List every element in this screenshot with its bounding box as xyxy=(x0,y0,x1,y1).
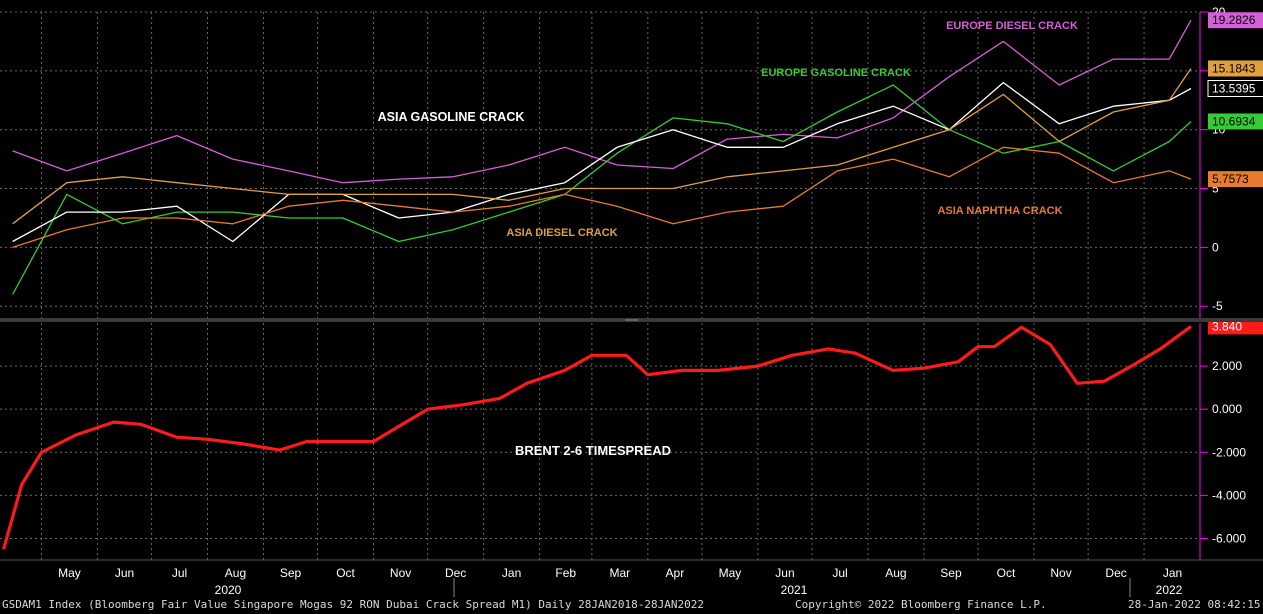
footer-bar: GSDAM1 Index (Bloomberg Fair Value Singa… xyxy=(0,597,1263,614)
annotation-label: ASIA NAPHTHA CRACK xyxy=(937,205,1062,217)
last-value-label: 5.7573 xyxy=(1212,172,1249,186)
last-value-box xyxy=(1208,60,1263,77)
x-month-label: Jul xyxy=(832,566,847,580)
x-month-label: Nov xyxy=(1050,566,1071,580)
x-month-label: Aug xyxy=(225,566,246,580)
x-month-label: Oct xyxy=(997,566,1016,580)
x-month-label: Jun xyxy=(775,566,794,580)
series-line-europe-gasoline-crack xyxy=(12,84,1192,295)
series-line-asia-diesel-crack xyxy=(12,68,1192,225)
x-month-label: Jun xyxy=(115,566,134,580)
y-tick-label: -2.000 xyxy=(1212,445,1246,459)
last-value-label: 13.5395 xyxy=(1212,82,1256,96)
x-month-label: Feb xyxy=(555,566,576,580)
x-year-label: 2022 xyxy=(1156,583,1183,597)
x-month-label: Sep xyxy=(280,566,302,580)
last-value-box xyxy=(1207,80,1263,97)
series-line-europe-diesel-crack xyxy=(12,19,1192,184)
last-value-label: 3.840 xyxy=(1212,319,1242,333)
series-line-brent-2-6-timespread xyxy=(2,325,1192,550)
y-tick-label: 5 xyxy=(1212,182,1219,196)
series-line-asia-gasoline-crack xyxy=(12,81,1192,243)
copyright-text: Copyright© 2022 Bloomberg Finance L.P. xyxy=(795,598,1047,611)
x-month-label: Mar xyxy=(610,566,631,580)
x-month-label: Jan xyxy=(1163,566,1182,580)
last-value-box xyxy=(1208,318,1263,335)
security-description: GSDAM1 Index (Bloomberg Fair Value Singa… xyxy=(2,598,704,611)
timestamp-text: 28-Jan-2022 08:42:15 xyxy=(1128,598,1261,611)
x-month-label: Jan xyxy=(502,566,521,580)
y-tick-label: 0.000 xyxy=(1212,402,1242,416)
x-month-label: Jul xyxy=(172,566,187,580)
x-month-label: Aug xyxy=(885,566,906,580)
chart-canvas: -50510152019.282610.693413.539515.18435.… xyxy=(0,5,1263,597)
y-tick-label: -4.000 xyxy=(1212,488,1246,502)
y-tick-label: -6.000 xyxy=(1212,531,1246,545)
last-value-box xyxy=(1208,171,1263,188)
last-value-label: 15.1843 xyxy=(1212,61,1256,75)
annotation-label: ASIA DIESEL CRACK xyxy=(506,227,617,239)
annotation-label: EUROPE GASOLINE CRACK xyxy=(761,67,911,79)
x-month-label: Apr xyxy=(666,566,685,580)
series-line-asia-naphtha-crack xyxy=(12,146,1192,249)
last-value-box xyxy=(1208,12,1263,29)
x-month-label: Oct xyxy=(336,566,355,580)
x-month-label: May xyxy=(58,566,81,580)
annotation-label: ASIA GASOLINE CRACK xyxy=(378,110,525,124)
y-tick-label: 0 xyxy=(1212,240,1219,254)
x-month-label: Nov xyxy=(390,566,411,580)
x-month-label: Sep xyxy=(940,566,962,580)
last-value-label: 19.2826 xyxy=(1212,13,1256,27)
x-month-label: Dec xyxy=(445,566,466,580)
y-tick-label: -5 xyxy=(1212,299,1223,313)
y-tick-label: 2.000 xyxy=(1212,359,1242,373)
x-month-label: Dec xyxy=(1105,566,1126,580)
last-value-label: 10.6934 xyxy=(1212,114,1256,128)
annotation-label: BRENT 2-6 TIMESPREAD xyxy=(515,443,671,458)
annotation-label: EUROPE DIESEL CRACK xyxy=(946,20,1078,32)
last-value-box xyxy=(1208,113,1263,130)
x-year-label: 2020 xyxy=(215,583,242,597)
x-month-label: May xyxy=(719,566,742,580)
x-year-label: 2021 xyxy=(781,583,808,597)
